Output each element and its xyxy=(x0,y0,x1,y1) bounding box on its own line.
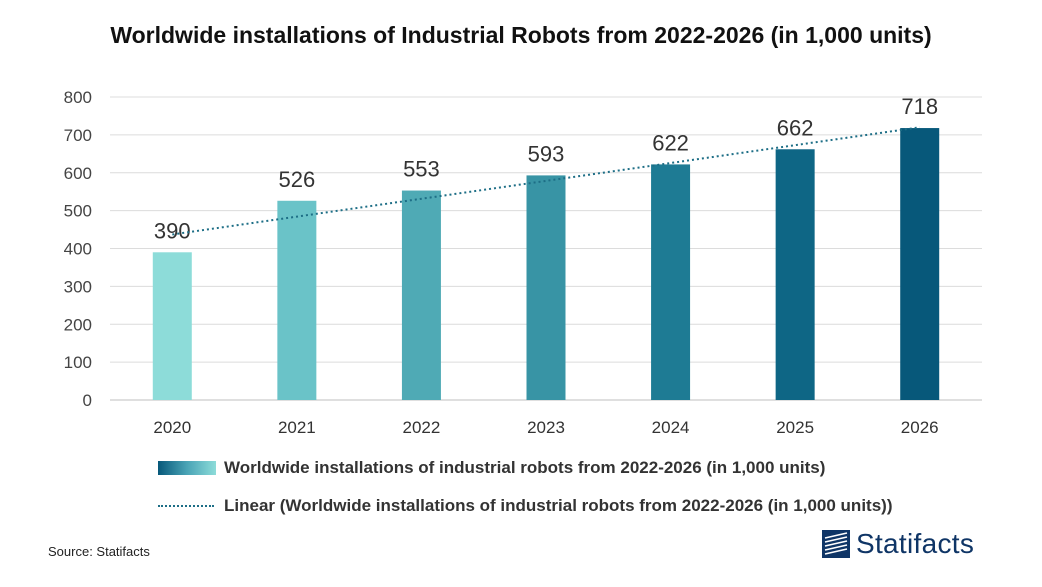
y-tick-label: 200 xyxy=(64,315,92,334)
brand-name: Statifacts xyxy=(856,528,975,559)
x-tick-label: 2026 xyxy=(901,418,939,437)
trend-line xyxy=(172,126,920,236)
x-tick-label: 2023 xyxy=(527,418,565,437)
data-label: 622 xyxy=(652,130,689,155)
bar xyxy=(651,164,691,400)
data-label: 526 xyxy=(278,167,315,192)
y-tick-label: 400 xyxy=(64,240,92,259)
data-label: 593 xyxy=(528,141,565,166)
y-tick-label: 100 xyxy=(64,353,92,372)
y-tick-label: 600 xyxy=(64,164,92,183)
brand-logo: Statifacts xyxy=(822,528,974,560)
x-tick-label: 2025 xyxy=(776,418,814,437)
statifacts-logo-icon xyxy=(822,530,850,558)
y-tick-label: 700 xyxy=(64,126,92,145)
x-tick-label: 2020 xyxy=(153,418,191,437)
data-label: 390 xyxy=(154,218,191,243)
x-tick-label: 2021 xyxy=(278,418,316,437)
legend-bars-label: Worldwide installations of industrial ro… xyxy=(224,458,826,477)
legend-trend-swatch xyxy=(158,505,214,507)
y-tick-label: 0 xyxy=(83,391,92,410)
data-label: 553 xyxy=(403,157,440,182)
legend-item-trendline: Linear (Worldwide installations of indus… xyxy=(158,496,892,516)
bar xyxy=(775,149,815,400)
x-tick-label: 2022 xyxy=(403,418,441,437)
bar xyxy=(900,128,940,400)
data-label: 718 xyxy=(901,94,938,119)
x-tick-label: 2024 xyxy=(652,418,690,437)
legend-bar-swatch xyxy=(158,461,216,475)
bar xyxy=(152,252,192,400)
legend-item-bars: Worldwide installations of industrial ro… xyxy=(158,458,825,478)
bar xyxy=(401,190,441,400)
chart-title: Worldwide installations of Industrial Ro… xyxy=(110,22,932,48)
data-label: 662 xyxy=(777,115,814,140)
y-tick-label: 800 xyxy=(64,88,92,107)
y-tick-label: 300 xyxy=(64,277,92,296)
y-tick-label: 500 xyxy=(64,202,92,221)
bar xyxy=(526,175,566,400)
legend-trend-label: Linear (Worldwide installations of indus… xyxy=(224,496,893,515)
source-note: Source: Statifacts xyxy=(48,544,150,559)
bar xyxy=(277,200,317,400)
